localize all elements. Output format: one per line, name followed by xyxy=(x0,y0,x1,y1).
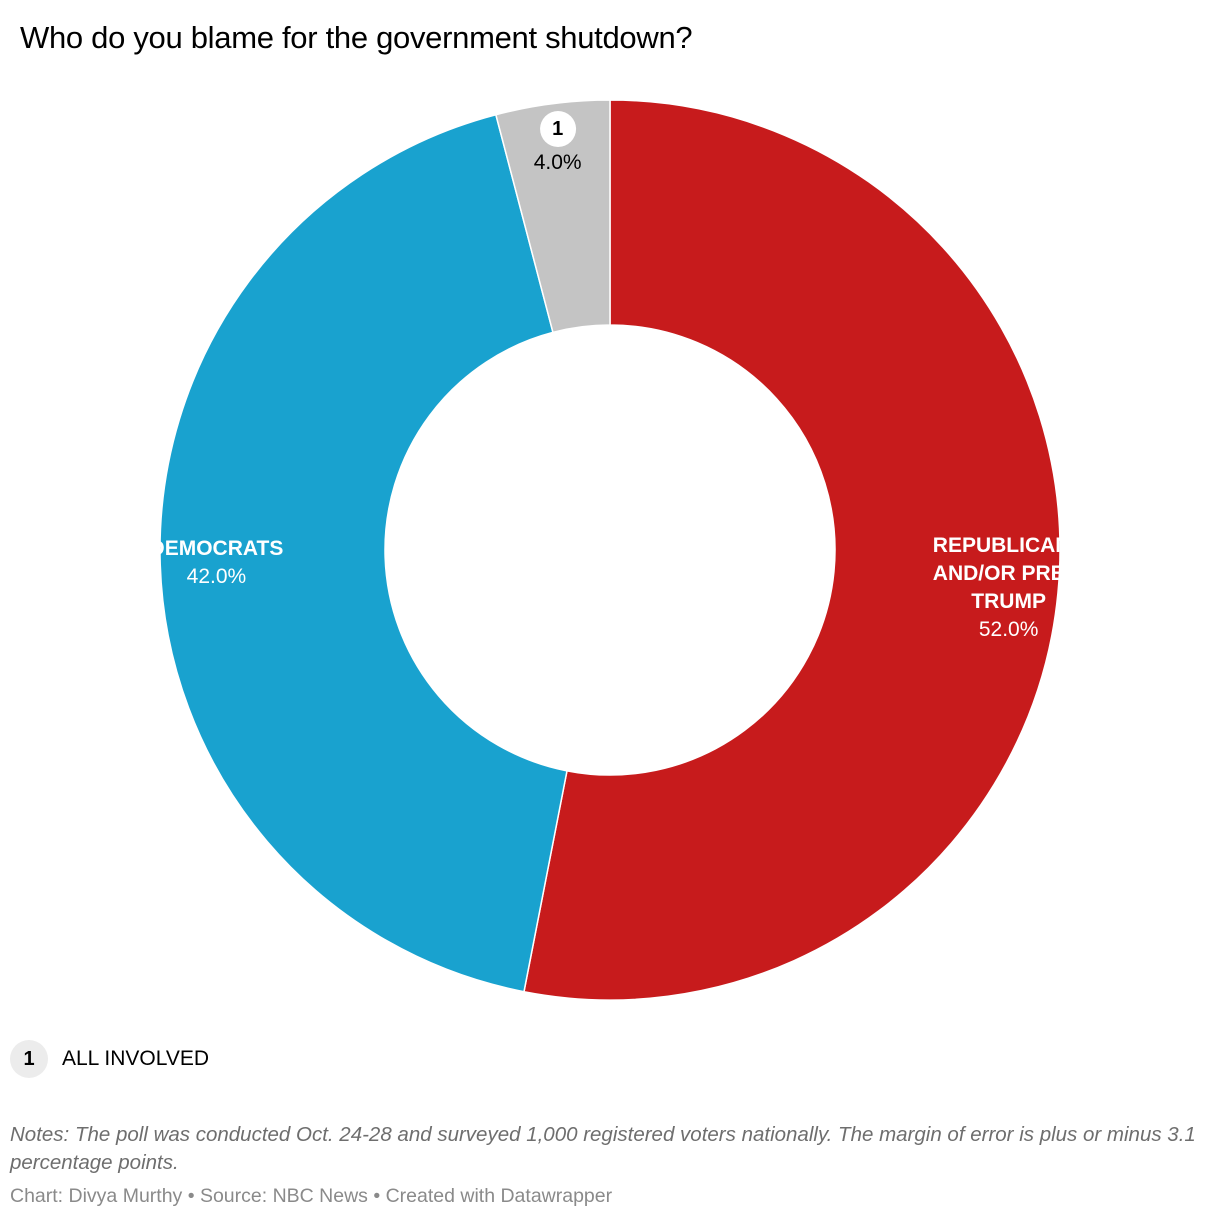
legend: 1 ALL INVOLVED xyxy=(10,1040,209,1078)
slice-value: 52.0% xyxy=(978,618,1039,642)
donut-slice-democrats xyxy=(159,113,568,993)
slice-name: REPUBLICANS xyxy=(932,534,1085,558)
slice-name: AND/OR PRES. xyxy=(932,562,1085,586)
slice-name: TRUMP xyxy=(971,590,1046,614)
slice-value: 42.0% xyxy=(186,564,247,588)
legend-marker: 1 xyxy=(10,1040,48,1078)
chart-notes: Notes: The poll was conducted Oct. 24-28… xyxy=(10,1123,1196,1174)
slice-label: 1 4.0% xyxy=(533,110,582,177)
slice-label: DEMOCRATS 42.0% xyxy=(150,535,284,591)
chart-title: Who do you blame for the government shut… xyxy=(20,20,693,55)
slice-marker: 1 xyxy=(539,110,576,147)
donut-chart-svg xyxy=(159,99,1061,1001)
legend-label: ALL INVOLVED xyxy=(62,1047,210,1070)
slice-value: 4.0% xyxy=(533,150,582,174)
slice-name: DEMOCRATS xyxy=(149,536,284,560)
donut-slice-all-involved xyxy=(494,99,611,334)
slice-label: REPUBLICANS AND/OR PRES. TRUMP 52.0% xyxy=(933,532,1085,644)
donut-slice-republicans-and-or-pres-trump xyxy=(523,99,1061,1001)
chart-credit: Chart: Divya Murthy • Source: NBC News •… xyxy=(10,1185,613,1207)
donut-chart: REPUBLICANS AND/OR PRES. TRUMP 52.0% DEMOCRA… xyxy=(150,99,1085,1001)
